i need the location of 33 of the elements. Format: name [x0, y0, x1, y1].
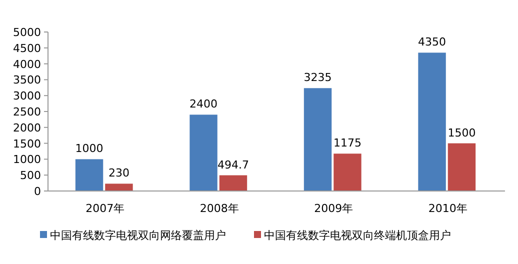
y-tick-label: 1000: [13, 153, 41, 166]
bar: [418, 52, 446, 191]
data-label: 2400: [190, 98, 218, 111]
y-tick-label: 2500: [13, 106, 41, 118]
y-tick-label: 3500: [13, 74, 41, 87]
data-label: 1000: [75, 142, 104, 156]
bar: [105, 184, 133, 191]
bar: [448, 143, 476, 191]
data-label: 494.7: [217, 158, 249, 172]
data-label: 1500: [448, 126, 476, 140]
y-tick-label: 0: [34, 185, 41, 198]
data-label: 3235: [304, 71, 332, 84]
bar: [219, 175, 248, 191]
legend-label: 中国有线数字电视双向终端机顶盒用户: [264, 229, 451, 242]
y-tick-label: 4500: [13, 42, 41, 55]
x-tick-label: 2009年: [314, 202, 354, 215]
bar: [75, 159, 104, 191]
bar: [304, 88, 332, 191]
y-tick-label: 3000: [13, 90, 41, 103]
x-tick-label: 2010年: [428, 202, 468, 215]
data-label: 4350: [418, 36, 446, 49]
y-tick-label: 2000: [13, 121, 41, 134]
bar: [334, 154, 362, 191]
y-tick-label: 1500: [13, 137, 41, 150]
data-label: 1175: [333, 136, 362, 150]
y-tick-label: 4000: [13, 58, 41, 71]
x-tick-label: 2007年: [86, 202, 125, 215]
bar: [190, 114, 218, 191]
y-tick-label: 500: [20, 169, 41, 182]
y-tick-label: 5000: [13, 26, 41, 39]
legend-label: 中国有线数字电视双向网络覆盖用户: [50, 229, 226, 242]
data-label: 230: [108, 166, 130, 180]
x-tick-label: 2008年: [200, 202, 239, 215]
